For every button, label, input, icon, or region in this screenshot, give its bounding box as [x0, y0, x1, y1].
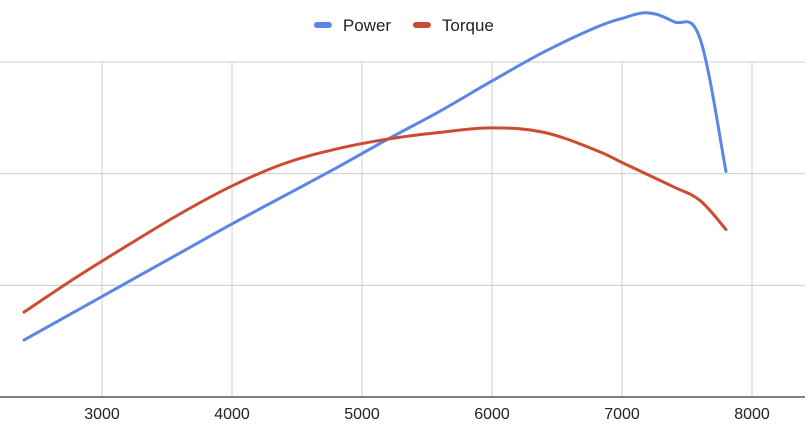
legend-swatch-power — [313, 22, 332, 28]
legend-item-torque[interactable]: Torque — [412, 16, 494, 35]
grid-layer — [0, 61, 805, 397]
legend-label-power: Power — [343, 16, 392, 35]
x-tick-label-4000: 4000 — [214, 406, 250, 423]
x-tick-label-3000: 3000 — [84, 406, 120, 423]
series-line-torque — [22, 126, 728, 314]
legend: Power Torque — [313, 16, 494, 35]
x-tick-label-5000: 5000 — [344, 406, 380, 423]
legend-swatch-torque — [412, 22, 431, 28]
series-layer — [22, 11, 728, 342]
legend-label-torque: Torque — [442, 16, 494, 35]
x-tick-label-8000: 8000 — [734, 406, 770, 423]
legend-item-power[interactable]: Power — [313, 16, 392, 35]
x-tick-label-6000: 6000 — [474, 406, 510, 423]
x-tick-label-7000: 7000 — [604, 406, 640, 423]
series-line-power — [22, 11, 728, 342]
x-axis: 3000 4000 5000 6000 7000 8000 — [0, 396, 805, 423]
